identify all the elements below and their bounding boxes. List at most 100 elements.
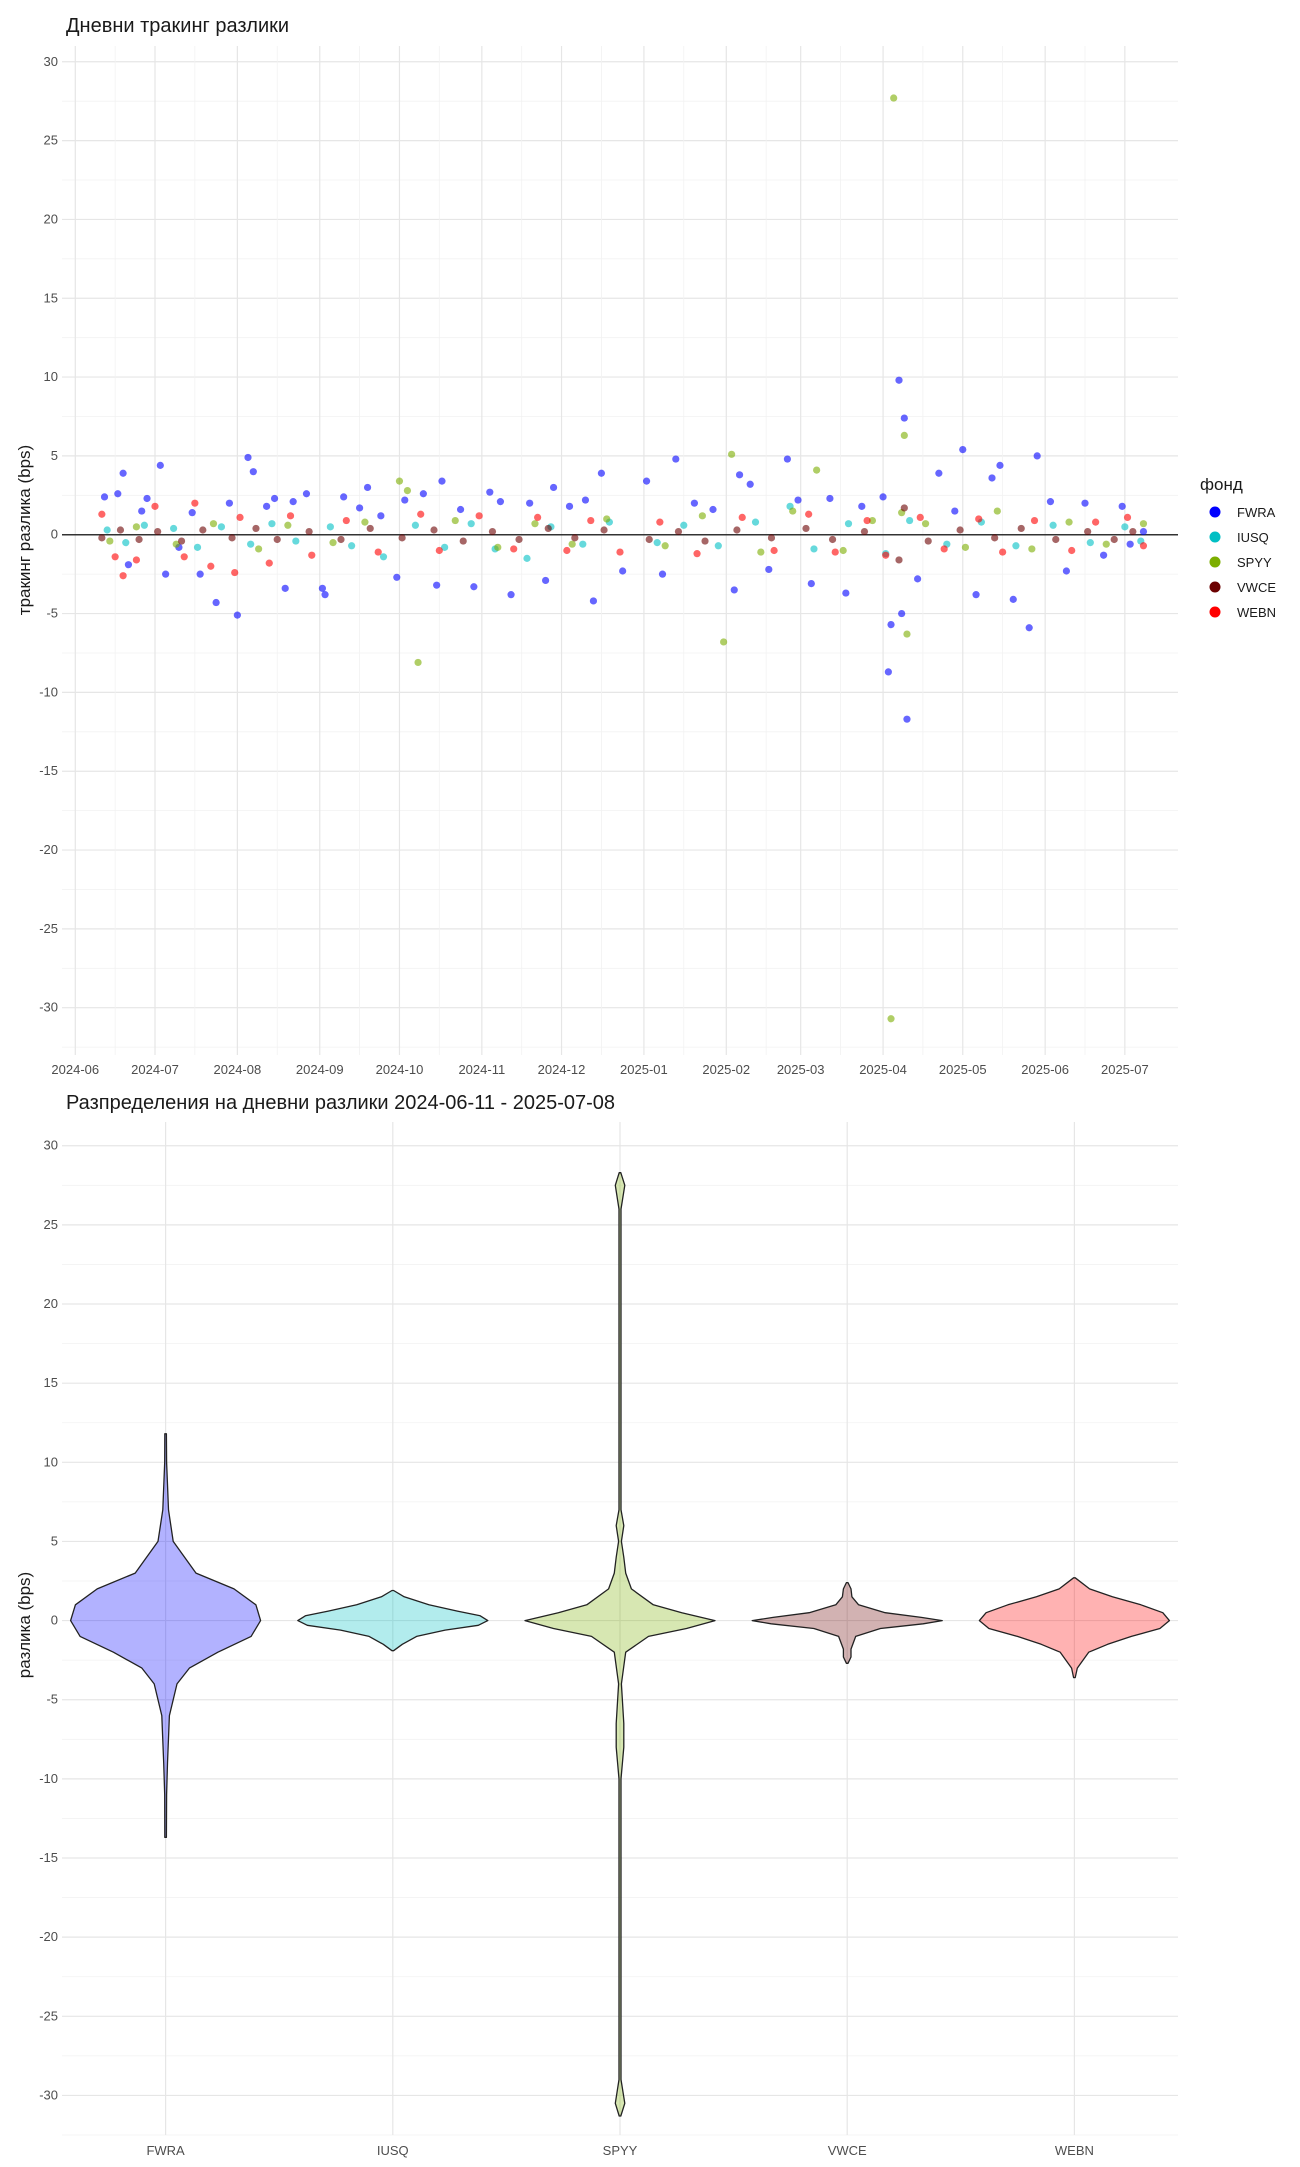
point-spyy bbox=[661, 542, 669, 550]
point-fwra bbox=[826, 494, 834, 503]
point-fwra bbox=[1062, 567, 1070, 575]
violins bbox=[69, 1172, 1171, 2117]
point-fwra bbox=[244, 453, 252, 462]
point-fwra bbox=[1139, 527, 1148, 536]
point-vwce bbox=[459, 537, 467, 545]
point-spyy bbox=[813, 466, 821, 474]
y-tick-label: 25 bbox=[44, 133, 58, 148]
point-fwra bbox=[988, 474, 996, 482]
point-iusq bbox=[326, 523, 334, 531]
scatter-y-axis-title: тракинг разлика (bps) bbox=[15, 445, 34, 615]
point-fwra bbox=[496, 498, 505, 506]
point-webn bbox=[180, 553, 188, 561]
point-spyy bbox=[106, 537, 114, 545]
point-fwra bbox=[903, 715, 911, 723]
point-fwra bbox=[114, 490, 122, 498]
point-fwra bbox=[895, 376, 903, 384]
point-webn bbox=[236, 513, 244, 521]
point-iusq bbox=[680, 521, 688, 529]
y-tick-label: 20 bbox=[44, 1296, 58, 1311]
point-fwra bbox=[935, 469, 943, 477]
y-tick-label: 15 bbox=[44, 1375, 58, 1390]
point-fwra bbox=[263, 502, 271, 510]
point-webn bbox=[417, 510, 425, 518]
point-webn bbox=[132, 556, 140, 564]
scatter-chart: Дневни тракинг разлики 30 25 20 15 10 5 0 -5 -10… bbox=[15, 15, 1276, 1077]
point-vwce bbox=[828, 535, 837, 544]
x-tick-label: 2025-06 bbox=[1021, 1062, 1069, 1077]
point-spyy bbox=[414, 658, 422, 667]
point-fwra bbox=[196, 570, 204, 578]
violin-webn bbox=[978, 1577, 1171, 1679]
point-vwce bbox=[701, 537, 709, 545]
point-vwce bbox=[398, 534, 406, 542]
point-webn bbox=[207, 562, 215, 570]
point-fwra bbox=[249, 468, 257, 476]
x-tick-label: 2024-07 bbox=[131, 1062, 179, 1077]
point-spyy bbox=[603, 515, 611, 523]
point-webn bbox=[1139, 542, 1148, 550]
point-iusq bbox=[217, 523, 226, 531]
point-iusq bbox=[441, 543, 449, 551]
legend-label: IUSQ bbox=[1237, 530, 1269, 545]
violin-vwce bbox=[751, 1581, 943, 1664]
point-fwra bbox=[456, 505, 465, 514]
point-fwra bbox=[356, 504, 364, 512]
x-tick-label: 2024-12 bbox=[538, 1062, 586, 1077]
point-webn bbox=[374, 548, 382, 556]
point-fwra bbox=[162, 570, 170, 578]
point-fwra bbox=[597, 469, 606, 477]
legend-key-spyy bbox=[1209, 556, 1221, 568]
point-iusq bbox=[810, 545, 818, 553]
point-fwra bbox=[884, 668, 892, 676]
y-tick-label: 20 bbox=[44, 211, 58, 226]
point-spyy bbox=[568, 540, 576, 548]
point-fwra bbox=[565, 502, 574, 510]
scatter-y-ticks: 30 25 20 15 10 5 0 -5 -10 -15 -20 -25 -30 bbox=[39, 54, 58, 1015]
y-tick-label: 10 bbox=[44, 369, 58, 384]
x-tick-label: 2025-04 bbox=[859, 1062, 907, 1077]
y-tick-label: 15 bbox=[44, 290, 58, 305]
point-fwra bbox=[289, 498, 297, 506]
point-iusq bbox=[579, 540, 587, 548]
legend-label: VWCE bbox=[1237, 580, 1276, 595]
point-spyy bbox=[757, 548, 765, 556]
point-vwce bbox=[337, 535, 345, 544]
point-webn bbox=[863, 516, 871, 525]
point-vwce bbox=[1052, 535, 1060, 544]
point-fwra bbox=[438, 477, 446, 485]
point-fwra bbox=[377, 512, 385, 520]
point-iusq bbox=[714, 542, 722, 550]
point-spyy bbox=[1102, 540, 1110, 548]
point-spyy bbox=[720, 638, 728, 646]
point-iusq bbox=[1012, 542, 1020, 550]
point-fwra bbox=[1100, 551, 1108, 559]
point-spyy bbox=[1139, 520, 1148, 528]
point-fwra bbox=[1033, 452, 1041, 460]
x-tick-label: IUSQ bbox=[377, 2143, 409, 2158]
y-tick-label: -25 bbox=[39, 2008, 58, 2023]
scatter-grid bbox=[62, 46, 1178, 1055]
legend-label: SPYY bbox=[1237, 555, 1272, 570]
point-vwce bbox=[515, 535, 523, 544]
point-webn bbox=[805, 510, 813, 518]
x-tick-label: 2025-01 bbox=[620, 1062, 668, 1077]
x-tick-label: FWRA bbox=[146, 2143, 185, 2158]
point-iusq bbox=[1086, 539, 1094, 547]
point-iusq bbox=[122, 539, 130, 547]
point-vwce bbox=[895, 556, 903, 564]
point-spyy bbox=[361, 518, 369, 526]
point-spyy bbox=[494, 543, 502, 551]
x-tick-label: 2024-06 bbox=[51, 1062, 99, 1077]
point-vwce bbox=[228, 534, 236, 542]
y-tick-label: -5 bbox=[46, 606, 58, 621]
y-tick-label: 5 bbox=[51, 448, 58, 463]
point-fwra bbox=[1081, 499, 1089, 507]
point-iusq bbox=[170, 524, 178, 533]
point-vwce bbox=[733, 526, 741, 534]
point-webn bbox=[1068, 546, 1076, 555]
point-spyy bbox=[451, 516, 459, 525]
point-iusq bbox=[193, 543, 202, 551]
point-iusq bbox=[751, 518, 760, 526]
point-fwra bbox=[898, 609, 906, 618]
